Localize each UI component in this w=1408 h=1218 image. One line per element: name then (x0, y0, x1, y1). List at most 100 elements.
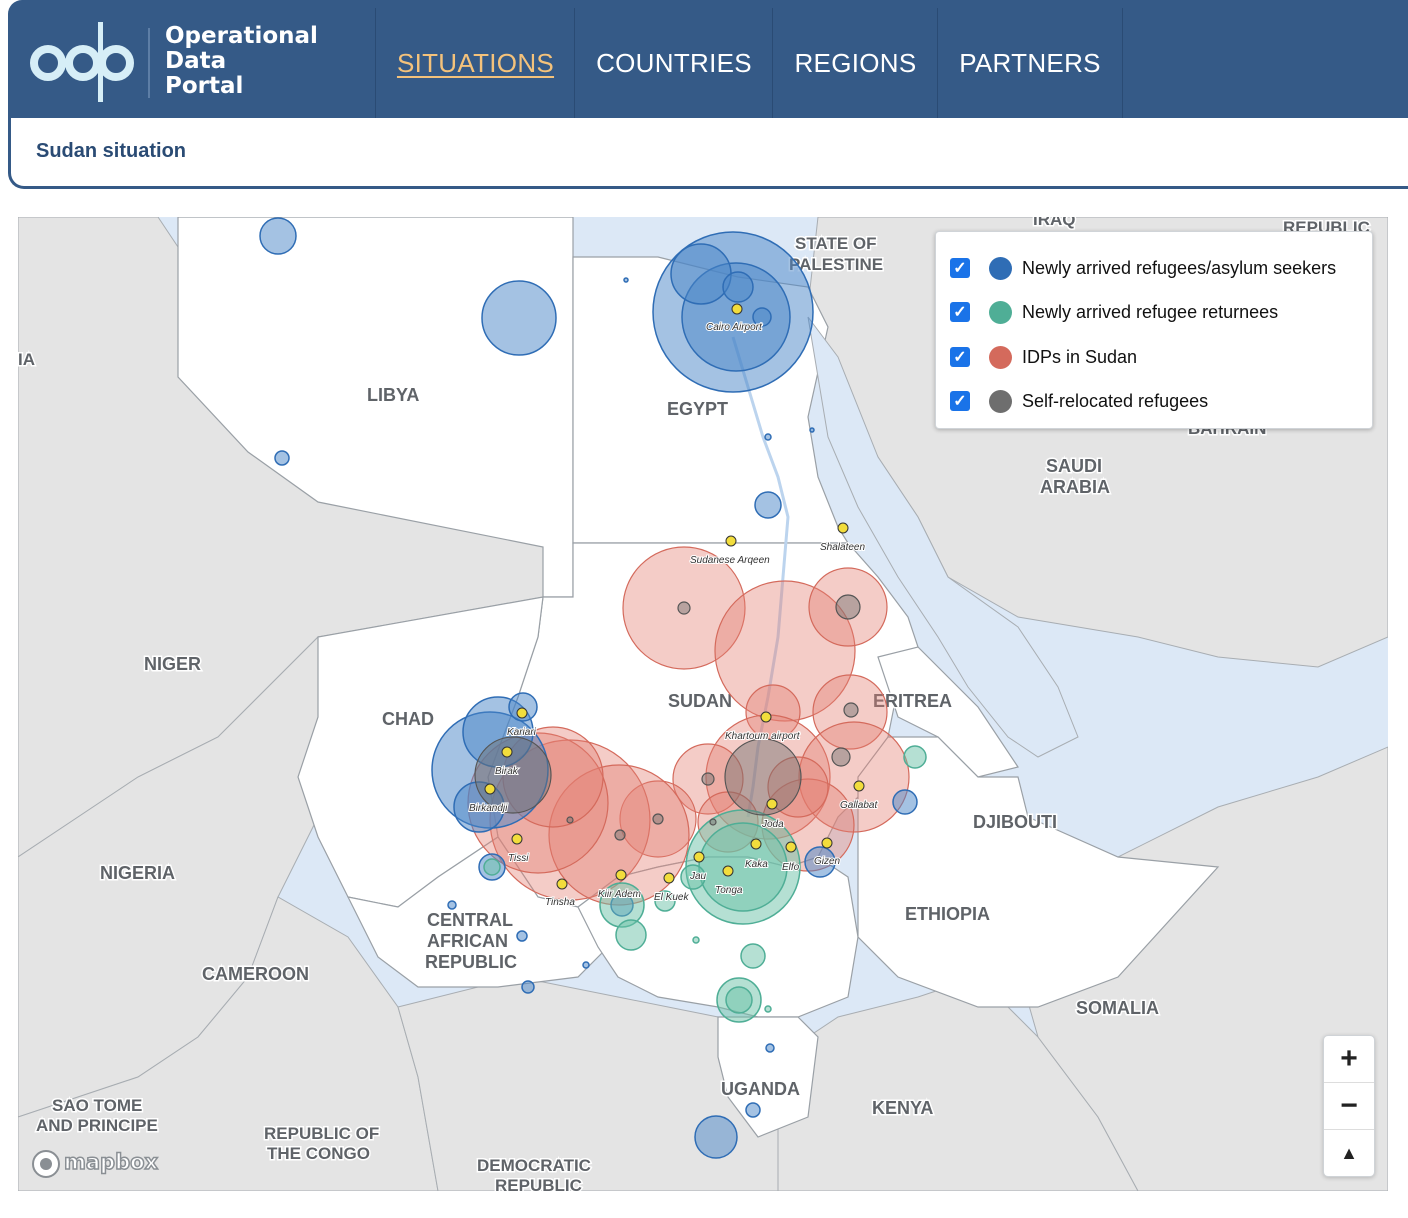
refugee-marker[interactable] (623, 277, 629, 283)
refugee-marker[interactable] (804, 846, 836, 878)
crossing-point-icon[interactable] (615, 869, 627, 881)
crossing-point-icon[interactable] (750, 838, 762, 850)
nav-partners[interactable]: PARTNERS (937, 8, 1123, 118)
crossing-point-icon[interactable] (511, 833, 523, 845)
crossing-point-icon[interactable] (837, 522, 849, 534)
zoom-out-button[interactable]: − (1324, 1083, 1374, 1130)
crossing-point-icon[interactable] (821, 837, 833, 849)
label-republic-car: REPUBLIC (425, 952, 517, 972)
legend-checkbox-refugees[interactable]: ✓ (950, 258, 970, 278)
returnee-marker[interactable] (764, 1005, 772, 1013)
nav-situations[interactable]: SITUATIONS (375, 8, 575, 118)
refugee-marker[interactable] (453, 781, 505, 833)
label-niger: NIGER (144, 654, 201, 674)
self-relocated-marker[interactable] (709, 818, 717, 826)
map-svg[interactable]: IRAQ REPUBLIC STATE OF PALESTINE IA LIBY… (18, 217, 1388, 1191)
refugee-marker[interactable] (765, 1043, 775, 1053)
idp-marker[interactable] (619, 780, 697, 858)
legend-item-returnees[interactable]: ✓ Newly arrived refugee returnees (950, 297, 1278, 327)
legend-checkbox-returnees[interactable]: ✓ (950, 302, 970, 322)
refugee-marker[interactable] (752, 307, 772, 327)
legend-item-self-relocated[interactable]: ✓ Self-relocated refugees (950, 386, 1208, 416)
refugee-marker[interactable] (764, 433, 772, 441)
self-relocated-marker[interactable] (474, 736, 552, 814)
refugee-marker[interactable] (809, 427, 815, 433)
self-relocated-marker[interactable] (724, 738, 802, 816)
crossing-point-icon[interactable] (484, 783, 496, 795)
refugee-marker[interactable] (694, 1115, 738, 1159)
place-gizen: Gizen (814, 856, 841, 867)
returnee-marker[interactable] (740, 943, 766, 969)
place-birak: Birak (495, 766, 519, 777)
label-cameroon: CAMEROON (202, 964, 309, 984)
zoom-in-button[interactable]: + (1324, 1036, 1374, 1083)
crossing-point-icon[interactable] (663, 872, 675, 884)
legend-checkbox-self-relocated[interactable]: ✓ (950, 391, 970, 411)
returnee-marker[interactable] (692, 936, 700, 944)
self-relocated-marker[interactable] (652, 813, 664, 825)
crossing-point-icon[interactable] (725, 535, 737, 547)
returnee-marker[interactable] (680, 864, 706, 890)
returnee-markers[interactable] (483, 745, 927, 1023)
legend-item-idps[interactable]: ✓ IDPs in Sudan (950, 342, 1137, 372)
legend-item-refugees[interactable]: ✓ Newly arrived refugees/asylum seekers (950, 253, 1336, 283)
self-relocated-marker[interactable] (843, 702, 859, 718)
idp-marker[interactable] (672, 743, 744, 815)
refugee-marker[interactable] (516, 930, 528, 942)
refugee-marker[interactable] (722, 271, 754, 303)
returnee-marker[interactable] (903, 745, 927, 769)
returnee-marker[interactable] (698, 822, 788, 912)
crossing-point-icon[interactable] (760, 711, 772, 723)
odp-logo[interactable]: Operational Data Portal (28, 18, 318, 104)
idp-marker[interactable] (745, 684, 801, 740)
idp-marker[interactable] (767, 756, 829, 818)
returnee-marker[interactable] (725, 986, 753, 1014)
refugee-marker[interactable] (447, 900, 457, 910)
refugee-marker[interactable] (481, 280, 557, 356)
nav-countries[interactable]: COUNTRIES (574, 8, 773, 118)
compass-button[interactable]: ▲ (1324, 1130, 1374, 1176)
crossing-point-icon[interactable] (722, 865, 734, 877)
crossing-point-icon[interactable] (766, 798, 778, 810)
border-crossing-markers[interactable] (484, 303, 865, 890)
crossing-point-icon[interactable] (693, 851, 705, 863)
nav-regions[interactable]: REGIONS (772, 8, 938, 118)
self-relocated-marker[interactable] (677, 601, 691, 615)
refugee-marker[interactable] (670, 243, 732, 305)
refugee-marker[interactable] (582, 961, 590, 969)
crossing-point-icon[interactable] (556, 878, 568, 890)
label-ia: IA (18, 350, 35, 369)
country-labels: IRAQ REPUBLIC STATE OF PALESTINE IA LIBY… (18, 217, 1371, 1191)
self-relocated-marker[interactable] (614, 829, 626, 841)
refugee-marker[interactable] (259, 217, 297, 255)
returnee-marker[interactable] (483, 858, 501, 876)
page-title: Sudan situation (36, 140, 186, 162)
self-relocated-marker[interactable] (835, 594, 861, 620)
self-relocated-marker[interactable] (701, 772, 715, 786)
refugee-marker[interactable] (892, 789, 918, 815)
refugee-marker[interactable] (274, 450, 290, 466)
idp-marker[interactable] (622, 546, 746, 670)
refugee-marker[interactable] (745, 1102, 761, 1118)
legend-checkbox-idps[interactable]: ✓ (950, 347, 970, 367)
self-relocated-markers[interactable] (474, 594, 861, 841)
returnee-marker[interactable] (615, 919, 647, 951)
self-relocated-marker[interactable] (566, 816, 574, 824)
label-republic-of: REPUBLIC OF (264, 1124, 379, 1143)
returnee-marker[interactable] (654, 890, 676, 912)
mapbox-logo[interactable]: mapbox (30, 1148, 170, 1180)
refugee-markers[interactable] (259, 217, 918, 1159)
idp-marker[interactable] (714, 580, 856, 722)
crossing-point-icon[interactable] (731, 303, 743, 315)
zoom-controls: + − ▲ (1323, 1035, 1375, 1177)
refugee-marker[interactable] (754, 491, 782, 519)
refugee-marker[interactable] (521, 980, 535, 994)
idp-marker[interactable] (812, 674, 888, 750)
crossing-point-icon[interactable] (516, 707, 528, 719)
self-relocated-marker[interactable] (831, 747, 851, 767)
crossing-point-icon[interactable] (853, 780, 865, 792)
crossing-point-icon[interactable] (501, 746, 513, 758)
refugee-marker[interactable] (508, 692, 538, 722)
crossing-point-icon[interactable] (785, 841, 797, 853)
idp-marker[interactable] (808, 567, 888, 647)
